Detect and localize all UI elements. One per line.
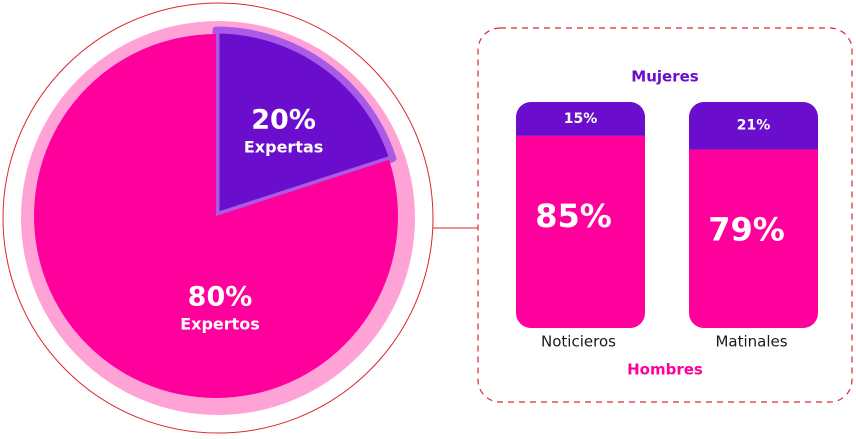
pie-slice — [212, 26, 397, 220]
bar-value: 79% — [708, 210, 785, 248]
bar-value: 85% — [535, 197, 612, 235]
category-label: Matinales — [715, 333, 787, 351]
bar-segment — [689, 102, 818, 150]
bar-segment — [689, 149, 818, 328]
slice-label: Expertos — [180, 315, 260, 334]
category-label: Noticieros — [541, 333, 616, 351]
legend-top: Mujeres — [631, 68, 698, 86]
bar-value: 21% — [737, 118, 771, 134]
outer-ring — [2, 2, 434, 434]
bars: Mujeres Hombres 15% 85% Noticieros 21% 79% Mati… — [516, 68, 818, 379]
pie-slice — [34, 34, 398, 398]
bars-frame — [477, 27, 853, 403]
slice-value: 80% — [188, 282, 253, 313]
bar-value: 15% — [564, 111, 598, 127]
bar-segment — [516, 102, 645, 136]
bar-segment — [516, 135, 645, 328]
slice-label: Expertas — [244, 137, 323, 156]
slice-value: 20% — [251, 104, 316, 135]
pie: 20% Expertas 80% Expertos — [34, 26, 398, 398]
legend-bottom: Hombres — [627, 361, 703, 379]
